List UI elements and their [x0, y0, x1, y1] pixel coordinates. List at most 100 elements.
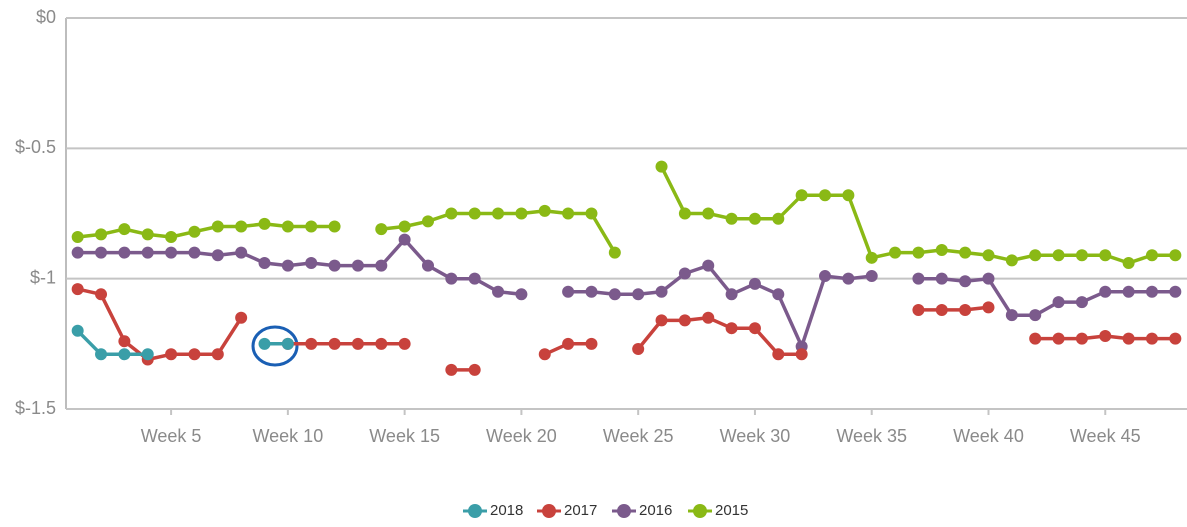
data-point	[71, 230, 84, 243]
legend-marker	[468, 504, 482, 518]
data-point	[842, 272, 855, 285]
data-point	[71, 246, 84, 259]
data-point	[1052, 249, 1065, 262]
data-point	[235, 246, 248, 259]
data-point	[935, 303, 948, 316]
data-point	[865, 251, 878, 264]
data-point	[165, 348, 178, 361]
data-point	[71, 283, 84, 296]
data-point	[281, 259, 294, 272]
data-point	[655, 160, 668, 173]
data-point	[1099, 285, 1112, 298]
data-point	[889, 246, 902, 259]
data-point	[819, 270, 832, 283]
data-point	[492, 285, 505, 298]
data-point	[748, 277, 761, 290]
data-point	[281, 220, 294, 233]
data-point	[982, 249, 995, 262]
data-point	[421, 215, 434, 228]
data-point	[235, 220, 248, 233]
data-point	[935, 243, 948, 256]
data-point	[95, 288, 108, 301]
data-point	[912, 272, 925, 285]
data-point	[678, 207, 691, 220]
data-point	[95, 348, 108, 361]
y-tick-label: $-0.5	[15, 137, 56, 157]
data-point	[141, 246, 154, 259]
legend-label: 2017	[564, 502, 597, 519]
data-point	[375, 259, 388, 272]
grid	[66, 17, 1187, 410]
x-tick-label: Week 5	[141, 426, 202, 446]
legend-marker	[542, 504, 556, 518]
data-point	[585, 337, 598, 350]
data-point	[1005, 309, 1018, 322]
data-point	[375, 223, 388, 236]
data-point	[1005, 254, 1018, 267]
data-point	[1122, 257, 1135, 270]
x-tick-label: Week 20	[486, 426, 557, 446]
legend-marker	[617, 504, 631, 518]
data-point	[912, 303, 925, 316]
data-point	[632, 288, 645, 301]
data-point	[492, 207, 505, 220]
highlight-circle	[251, 325, 299, 367]
data-point	[398, 337, 411, 350]
legend-label: 2018	[490, 502, 523, 519]
legend-marker	[693, 504, 707, 518]
series-line	[77, 287, 1176, 372]
data-point	[445, 207, 458, 220]
data-point	[1122, 285, 1135, 298]
data-point	[118, 335, 131, 348]
x-tick-label: Week 40	[953, 426, 1024, 446]
data-point	[702, 207, 715, 220]
data-point	[118, 223, 131, 236]
data-point	[632, 343, 645, 356]
data-point	[678, 314, 691, 327]
data-point	[819, 189, 832, 202]
data-point	[702, 311, 715, 324]
data-point	[445, 363, 458, 376]
data-point	[328, 220, 341, 233]
data-point	[562, 337, 575, 350]
x-tick-label: Week 45	[1070, 426, 1141, 446]
data-point	[258, 217, 271, 230]
data-point	[211, 348, 224, 361]
y-tick-label: $-1	[30, 267, 56, 287]
data-point	[211, 249, 224, 262]
data-point	[71, 324, 84, 337]
data-point	[95, 246, 108, 259]
x-tick-label: Week 30	[720, 426, 791, 446]
data-point	[375, 337, 388, 350]
data-point	[1075, 332, 1088, 345]
data-point	[1029, 249, 1042, 262]
legend-label: 2016	[639, 502, 672, 519]
data-point	[959, 246, 972, 259]
data-point	[305, 220, 318, 233]
data-point	[468, 207, 481, 220]
x-tick-label: Week 35	[836, 426, 907, 446]
data-point	[1052, 332, 1065, 345]
data-point	[842, 189, 855, 202]
data-point	[1169, 285, 1182, 298]
data-point	[1145, 249, 1158, 262]
data-point	[678, 267, 691, 280]
data-point	[538, 204, 551, 217]
data-point	[772, 212, 785, 225]
x-tick-label: Week 25	[603, 426, 674, 446]
data-point	[1029, 309, 1042, 322]
data-point	[959, 303, 972, 316]
data-point	[211, 220, 224, 233]
data-point	[912, 246, 925, 259]
y-tick-label: $0	[36, 7, 56, 27]
data-point	[959, 275, 972, 288]
data-point	[1029, 332, 1042, 345]
data-point	[141, 228, 154, 241]
data-point	[445, 272, 458, 285]
data-point	[935, 272, 948, 285]
data-point	[655, 285, 668, 298]
data-point	[585, 207, 598, 220]
data-point	[421, 259, 434, 272]
data-point	[141, 348, 154, 361]
data-point	[865, 270, 878, 283]
